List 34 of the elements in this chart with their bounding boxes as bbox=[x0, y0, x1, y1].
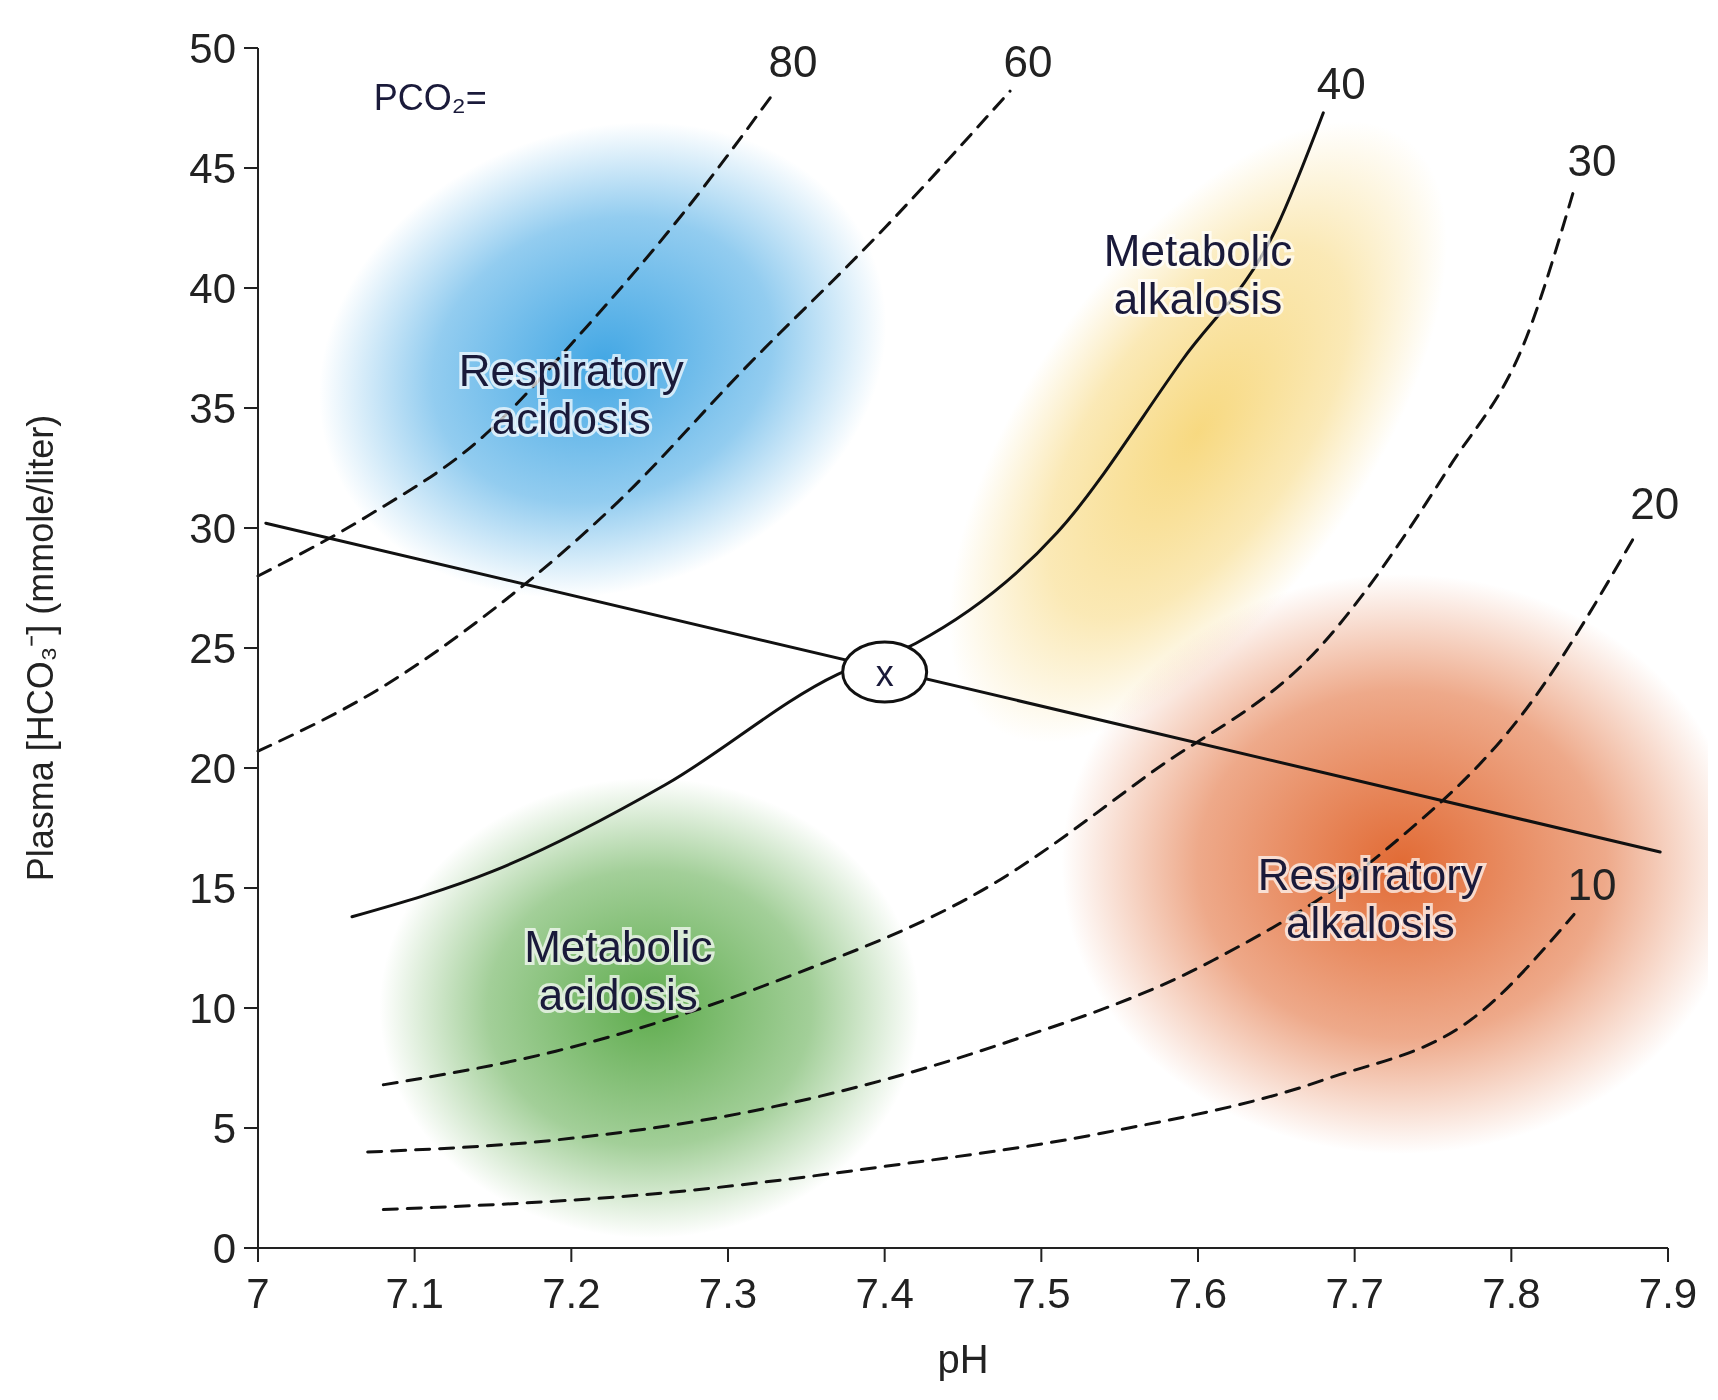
y-axis-title: Plasma [HCO₃⁻] (mmole/liter) bbox=[20, 414, 61, 882]
x-tick-label: 7.4 bbox=[855, 1270, 914, 1317]
annotation: Metabolic acidosis bbox=[524, 922, 713, 1019]
y-tick-label: 30 bbox=[189, 505, 236, 552]
x-tick-label: 7.2 bbox=[542, 1270, 601, 1317]
annotation: Respiratory acidosis bbox=[458, 346, 684, 443]
y-tick-label: 15 bbox=[189, 865, 236, 912]
x-tick-label: 7.1 bbox=[385, 1270, 444, 1317]
series-label: 10 bbox=[1567, 860, 1617, 910]
series-label: 30 bbox=[1567, 135, 1617, 185]
y-tick-label: 45 bbox=[189, 145, 236, 192]
x-tick-label: 7.8 bbox=[1482, 1270, 1541, 1317]
y-tick-label: 35 bbox=[189, 385, 236, 432]
y-tick-label: 20 bbox=[189, 745, 236, 792]
x-tick-label: 7.9 bbox=[1638, 1270, 1698, 1317]
y-tick-label: 5 bbox=[212, 1105, 236, 1152]
series-label: 80 bbox=[768, 37, 818, 87]
x-tick-label: 7.7 bbox=[1325, 1270, 1384, 1317]
annotation: x bbox=[875, 653, 894, 694]
series-label: 20 bbox=[1630, 478, 1680, 528]
annotation: Respiratory alkalosis bbox=[1257, 850, 1483, 947]
series-label: 60 bbox=[1003, 37, 1053, 87]
x-tick-label: 7.5 bbox=[1012, 1270, 1071, 1317]
y-tick-label: 0 bbox=[212, 1225, 236, 1272]
y-tick-label: 40 bbox=[189, 265, 236, 312]
y-tick-label: 25 bbox=[189, 625, 236, 672]
annotation: PCO₂= bbox=[373, 77, 487, 118]
x-axis-title: pH bbox=[937, 1337, 989, 1381]
y-tick-label: 50 bbox=[189, 25, 236, 72]
series-label: 40 bbox=[1316, 58, 1366, 108]
x-tick-label: 7.3 bbox=[698, 1270, 758, 1317]
x-tick-label: 7 bbox=[246, 1270, 270, 1317]
y-tick-label: 10 bbox=[189, 985, 236, 1032]
x-tick-label: 7.6 bbox=[1168, 1270, 1228, 1317]
